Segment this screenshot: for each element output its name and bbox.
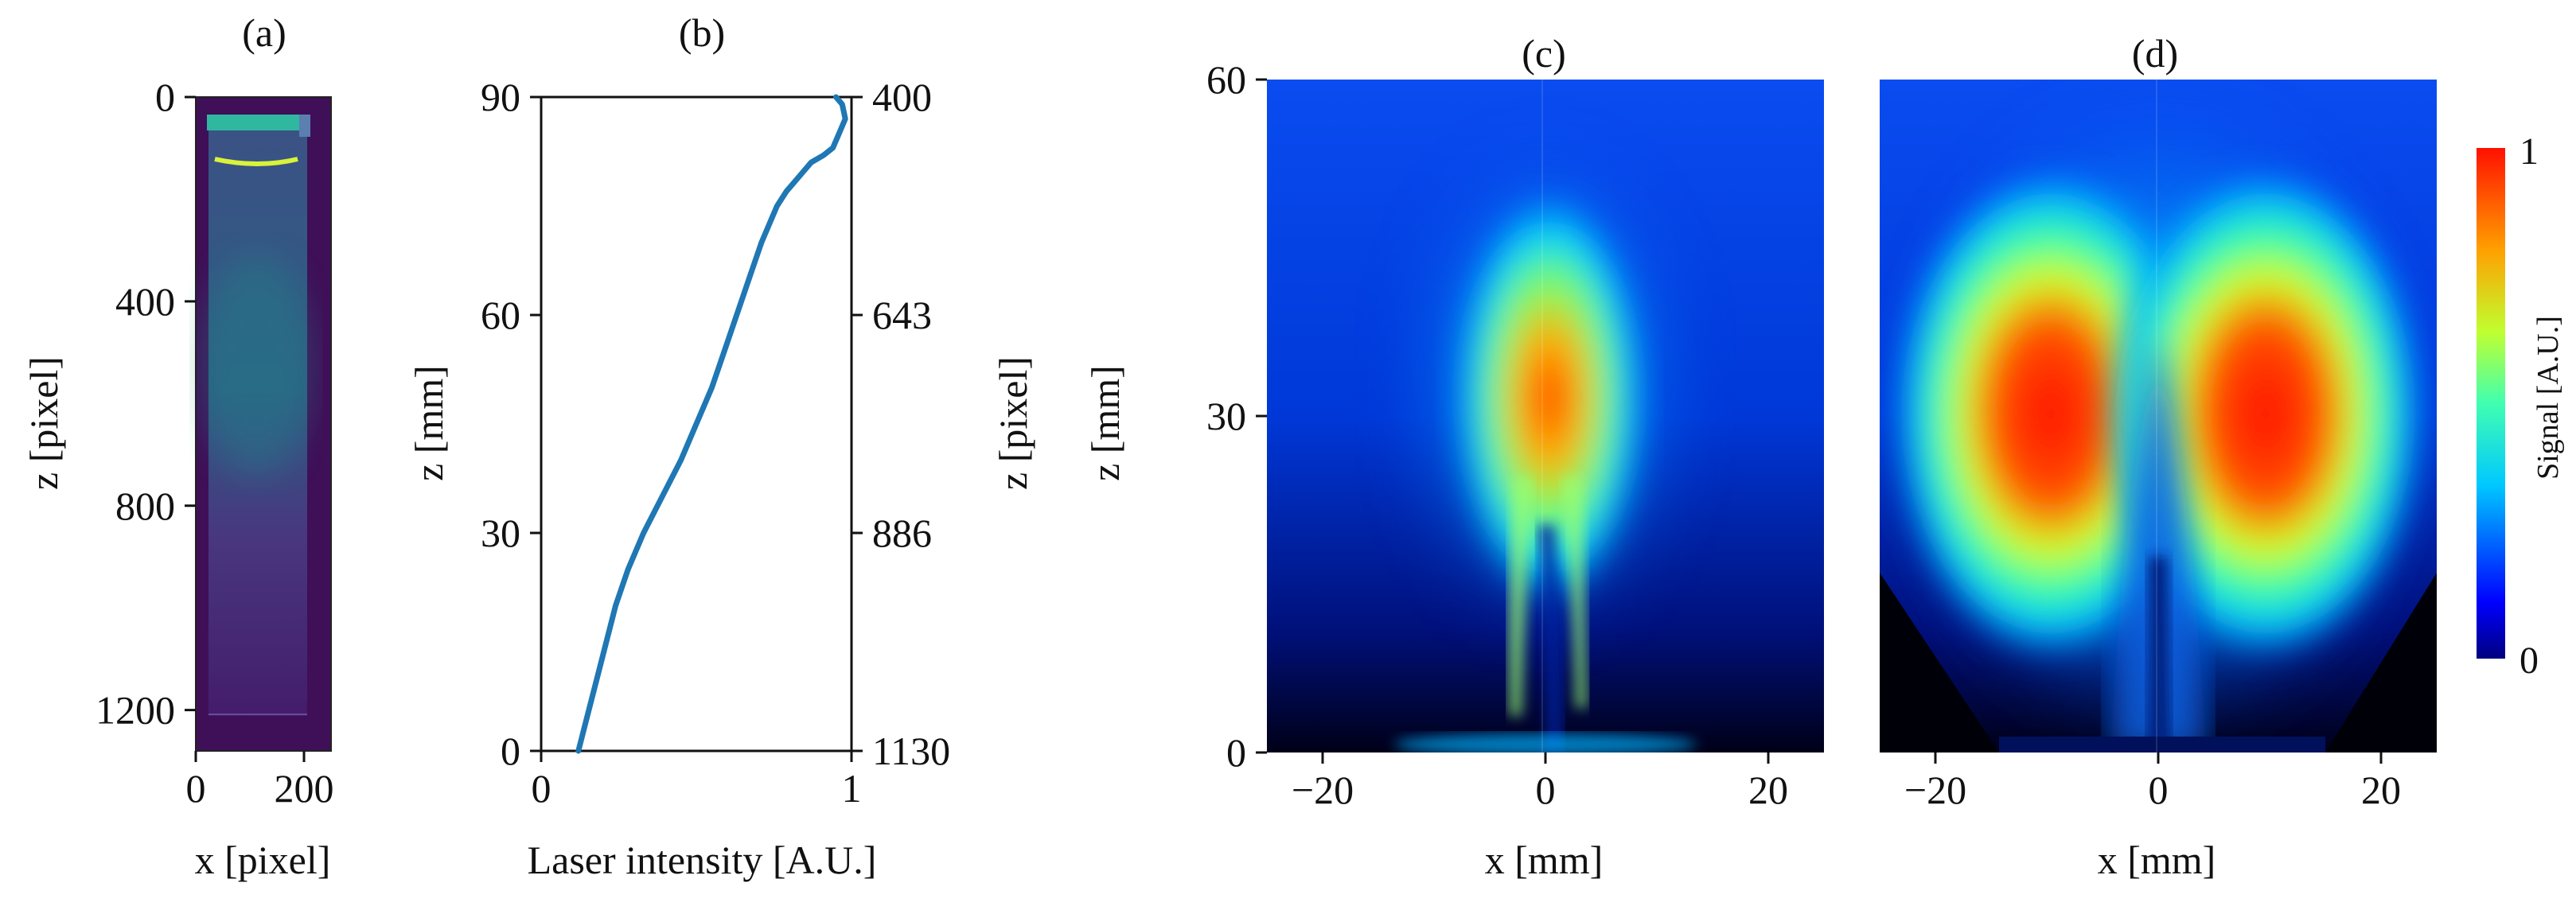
panel-b-ytick-tick-label: 90 (481, 75, 520, 119)
panel-a-ytick-label: 800 (115, 484, 175, 528)
panel-d-bottom-right-corner (2325, 573, 2437, 752)
colorbar-min-label: 0 (2519, 640, 2539, 682)
panel-b-title: (b) (679, 10, 725, 55)
colorbar-label: Signal [A.U.] (2531, 316, 2565, 480)
panel-c-plume-core (1454, 191, 1645, 605)
panel-b-yaxis: 0 30 60 90 (481, 75, 541, 773)
panel-b-xtick-tick-label: 0 (532, 766, 551, 811)
panel-a-xtick-tick-label: 0 (186, 766, 206, 811)
panel-d-bottom-band (1999, 737, 2325, 752)
panel-a-top-band-edge (299, 115, 310, 137)
panel-d-xtick-tick-label: −20 (1904, 768, 1966, 812)
panel-d-xtick-tick-label: 20 (2361, 768, 2401, 812)
panel-a-ytick-label: 400 (115, 279, 175, 324)
panel-a-glow (201, 255, 312, 477)
panel-c-xtick-tick-label: 20 (1748, 768, 1788, 812)
panel-a-top-band (207, 115, 301, 130)
panel-b-ytick-tick-label: 60 (481, 293, 520, 337)
panel-c-ytick-tick-label: 60 (1206, 57, 1246, 102)
panel-d-xaxis: −20 0 20 (1904, 752, 2401, 812)
panel-a: (a) 0 400 800 1200 0 200 z [pixel] x [pixel] (21, 10, 334, 882)
panel-d-xtick-tick-label: 0 (2149, 768, 2169, 812)
panel-b-y2tick-tick-label: 1130 (872, 729, 950, 773)
panel-c-xaxis: −20 0 20 (1292, 752, 1788, 812)
panel-b-y2tick-tick-label: 643 (872, 293, 932, 337)
panel-c-dark-gap (1537, 525, 1563, 752)
panel-b-ytick-tick-label: 0 (501, 729, 520, 773)
panel-c-base-glow (1394, 733, 1697, 752)
colorbar: 1 0 Signal [A.U.] (2477, 130, 2565, 682)
panel-b-xtick-tick-label: 1 (842, 766, 862, 811)
panel-a-xlabel: x [pixel] (195, 838, 331, 882)
panel-d-center-wedge (2110, 334, 2206, 752)
panel-c-ytick-tick-label: 0 (1226, 730, 1246, 775)
panel-a-image (195, 96, 332, 752)
panel-a-ytick-label: 0 (155, 75, 175, 119)
panel-a-ylabel: z [pixel] (21, 356, 66, 490)
panel-c-right-jet (1561, 477, 1587, 708)
panel-c-xlabel: x [mm] (1485, 838, 1604, 882)
panel-a-bright-line (214, 157, 298, 166)
panel-c-xtick-tick-label: 0 (1536, 768, 1556, 812)
panel-a-title: (a) (242, 10, 286, 55)
panel-b-y2axis: 1130 886 643 400 (852, 75, 950, 773)
panel-b-ytick-tick-label: 30 (481, 511, 520, 555)
panel-c-left-jet (1508, 477, 1534, 716)
panel-c-title: (c) (1522, 31, 1566, 76)
laser-intensity-line (575, 94, 848, 754)
panel-b-y2label: z [pixel] (991, 356, 1035, 490)
panel-a-xaxis: 0 200 (186, 751, 334, 811)
panel-d-xlabel: x [mm] (2098, 838, 2216, 882)
panel-b-xlabel: Laser intensity [A.U.] (528, 838, 877, 882)
panel-c-yaxis: 0 30 60 (1206, 57, 1267, 775)
panel-a-yaxis: 0 400 800 1200 (95, 75, 196, 733)
panel-a-xtick-tick-label: 200 (275, 766, 334, 811)
panel-c-image (1267, 80, 1824, 752)
panel-a-ytick-label: 1200 (95, 688, 175, 733)
panel-d-center-gap (2147, 557, 2171, 752)
panel-b-y2tick-tick-label: 886 (872, 511, 932, 555)
colorbar-gradient (2477, 148, 2505, 659)
panel-b-ylabel: z [mm] (407, 365, 451, 481)
panel-c-ylabel: z [mm] (1083, 365, 1128, 481)
panel-c-ytick-tick-label: 30 (1206, 394, 1246, 438)
panel-b-axes-frame (540, 95, 853, 752)
panel-d-bottom-left-corner (1880, 573, 1999, 752)
panel-c: (c) 0 30 60 −20 0 20 z [mm] x [mm] (1083, 31, 1824, 882)
colorbar-max-label: 1 (2519, 130, 2539, 173)
panel-b-y2tick-tick-label: 400 (872, 75, 932, 119)
panel-d-image (1880, 80, 2437, 752)
panel-a-axes-frame (195, 96, 332, 752)
panel-c-xtick-tick-label: −20 (1292, 768, 1354, 812)
panel-d-title: (d) (2132, 31, 2178, 76)
panel-d: (d) −20 0 20 x [mm] (1880, 31, 2437, 882)
